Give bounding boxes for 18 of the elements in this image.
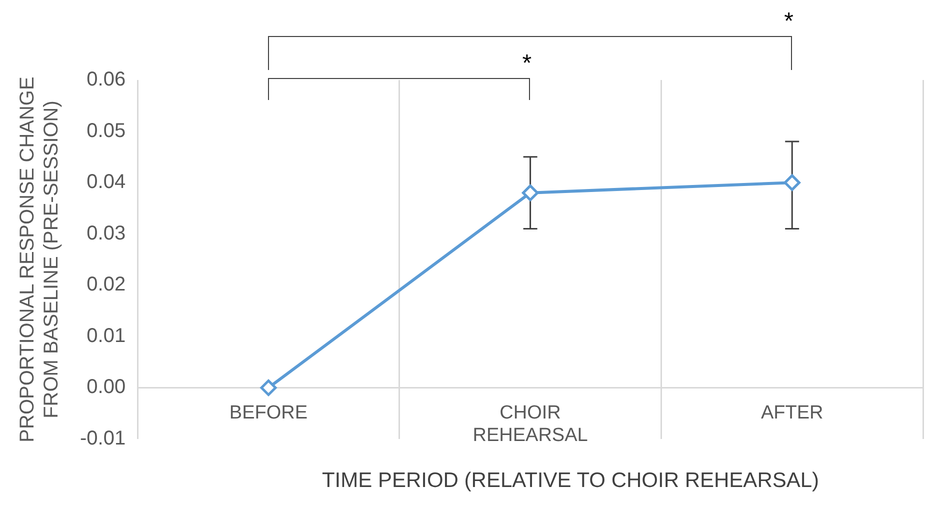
point [784, 174, 800, 191]
x-tick-label: AFTER [760, 402, 824, 424]
point [522, 184, 539, 202]
y-tick-label: 0.03 [86, 222, 126, 244]
text: * [522, 50, 532, 77]
point [260, 379, 277, 396]
y-axis-title: PROPORTIONAL RESPONSE CHANGE FROM BASELINE (PRE-SESSION) [16, 76, 63, 442]
y-tick-label: 0.01 [86, 324, 126, 347]
y-tick-label: -0.01 [80, 428, 126, 450]
y-tick-label: 0.05 [86, 120, 126, 142]
y-tick-label: 0.02 [86, 274, 126, 296]
x-tick-label: BEFORE [229, 402, 308, 424]
y-tick-label: 0.00 [86, 376, 126, 398]
text: * [784, 8, 794, 35]
y-tick-label: 0.04 [86, 171, 126, 194]
y-tick-label: 0.06 [86, 68, 126, 91]
x-axis-title: TIME PERIOD (RELATIVE TO CHOIR REHEARSAL) [320, 469, 820, 493]
x-tick-label: CHOIR REHEARSAL [472, 402, 588, 446]
